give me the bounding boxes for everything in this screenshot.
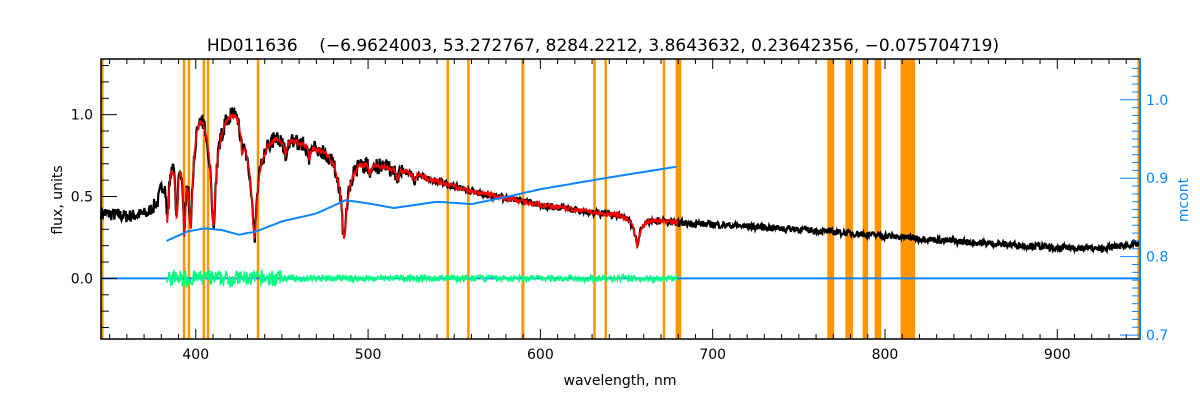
chart-title: HD011636 (−6.9624003, 53.272767, 8284.22…: [207, 36, 999, 56]
masked-region-band: [845, 59, 854, 339]
mcont-line: [166, 165, 677, 242]
masked-region-band: [1137, 59, 1140, 339]
data-series: [99, 106, 1141, 289]
x-axis-label: wavelength, nm: [564, 373, 677, 389]
model-spectrum-line: [165, 113, 679, 250]
masked-region-band: [202, 59, 206, 339]
y2-tick-label: 0.7: [1146, 328, 1168, 344]
axes: 400 500 600 700 800 900 0.0 0.5 1.0 0.7 0.8 0.9 1.0: [71, 59, 1168, 363]
residual-line: [165, 268, 679, 289]
masked-region-band: [446, 59, 449, 339]
x-tick-label: 600: [527, 347, 554, 363]
masked-region-band: [604, 59, 607, 339]
masked-region-band: [206, 59, 210, 339]
masked-region-band: [874, 59, 882, 339]
y2-axis-label: mcont: [1176, 177, 1192, 222]
y-tick-label: 0.5: [71, 190, 93, 206]
masked-region-band: [827, 59, 835, 339]
masked-region-band: [662, 59, 666, 339]
masked-region-band: [675, 59, 682, 339]
y-tick-label: 0.0: [71, 271, 93, 287]
masked-region-band: [101, 59, 104, 339]
masked-region-band: [862, 59, 869, 339]
masked-region-band: [182, 59, 186, 339]
y2-tick-label: 0.8: [1146, 250, 1168, 266]
x-tick-label: 900: [1044, 347, 1071, 363]
y2-tick-label: 0.9: [1146, 171, 1168, 187]
y-axis-label: flux, units: [50, 165, 66, 234]
masked-region-band: [467, 59, 470, 339]
x-tick-label: 400: [182, 347, 209, 363]
y-tick-label: 1.0: [71, 108, 93, 124]
masked-region-band: [256, 59, 260, 339]
x-tick-label: 800: [872, 347, 899, 363]
y2-tick-label: 1.0: [1146, 93, 1168, 109]
masked-region-band: [593, 59, 596, 339]
masked-region-band: [900, 59, 916, 339]
masked-regions: [101, 59, 1140, 339]
x-tick-label: 700: [699, 347, 726, 363]
x-tick-label: 500: [355, 347, 382, 363]
